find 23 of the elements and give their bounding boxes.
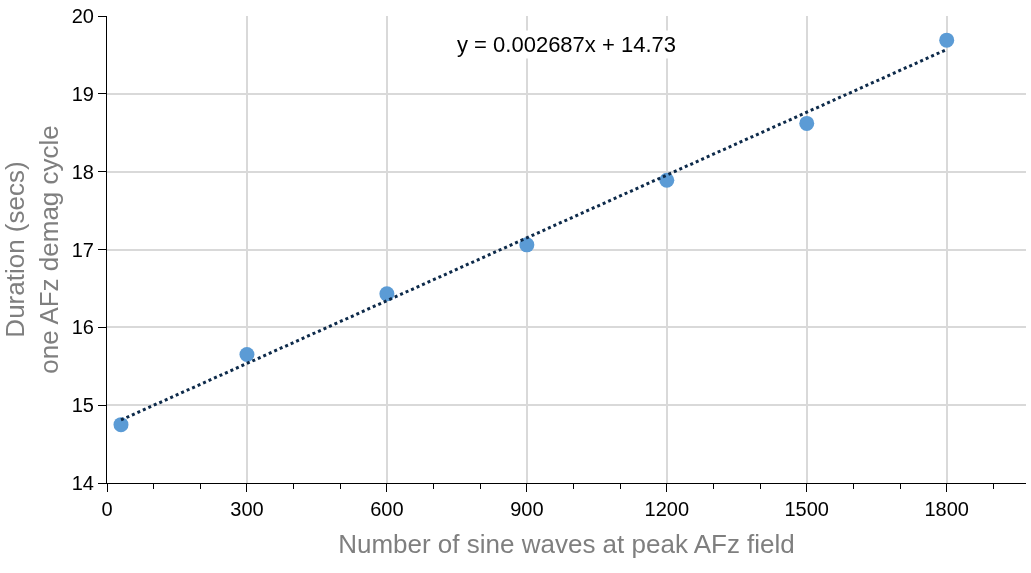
x-tick-label: 1800 <box>924 498 969 520</box>
x-tick-label: 300 <box>230 498 264 520</box>
y-tick-label: 14 <box>71 472 94 494</box>
x-axis-title: Number of sine waves at peak AFz field <box>338 528 795 559</box>
x-tick-label: 600 <box>370 498 404 520</box>
y-tick-label: 15 <box>71 394 94 417</box>
y-tick-label: 18 <box>71 160 94 183</box>
point <box>939 32 955 48</box>
y-tick-label: 16 <box>71 316 94 339</box>
y-tick-label: 20 <box>71 5 94 27</box>
point <box>799 115 815 131</box>
point <box>113 417 129 433</box>
y-axis-title: Duration (secs) one AFz demag cycle <box>0 125 64 374</box>
y-tick-label: 17 <box>71 238 94 261</box>
x-tick-label: 0 <box>101 498 113 520</box>
y-tick-label: 19 <box>71 82 94 105</box>
point <box>379 286 395 302</box>
point <box>519 237 535 253</box>
x-tick-label: 1200 <box>644 498 690 520</box>
x-tick-label: 900 <box>510 498 544 520</box>
annotation: y = 0.002687x + 14.73 <box>457 32 676 57</box>
x-tick-label: 1500 <box>784 498 829 520</box>
point <box>239 347 255 363</box>
